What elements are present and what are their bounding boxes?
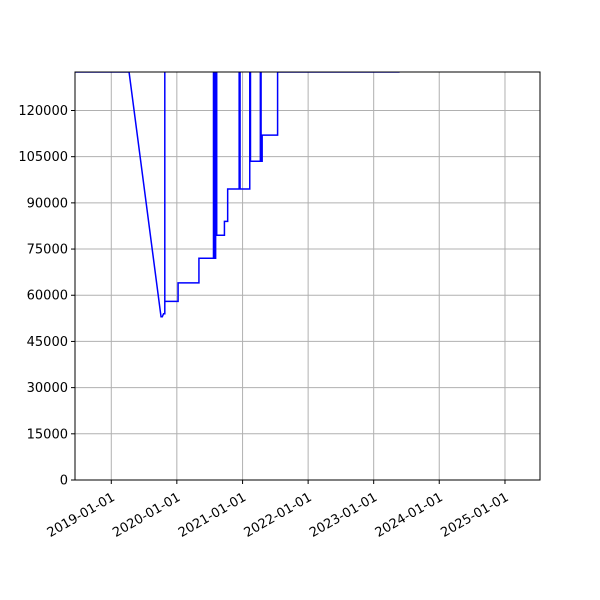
y-tick-label: 90000 — [27, 196, 68, 211]
grid-lines — [75, 72, 540, 481]
y-tick-label: 75000 — [27, 243, 68, 258]
y-tick-label: 60000 — [27, 289, 68, 304]
y-tick-label: 105000 — [18, 150, 68, 165]
series-line — [75, 72, 400, 318]
y-tick-label: 45000 — [27, 335, 68, 350]
plot-area — [75, 72, 540, 480]
y-tick-label: 120000 — [18, 104, 68, 119]
y-tick-label: 30000 — [27, 381, 68, 396]
y-tick-label: 15000 — [27, 427, 68, 442]
series-layer — [75, 72, 400, 318]
plot-frame — [74, 71, 541, 481]
y-tick-label: 0 — [60, 474, 68, 489]
